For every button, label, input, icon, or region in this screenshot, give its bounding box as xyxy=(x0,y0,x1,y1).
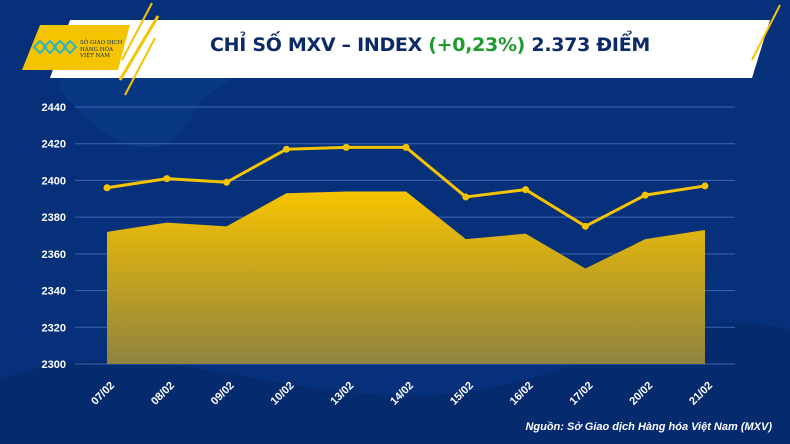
data-point xyxy=(103,184,111,192)
title-text: CHỈ SỐ MXV – INDEX xyxy=(210,34,429,56)
x-tick-label: 15/02 xyxy=(448,380,476,408)
x-tick-label: 21/02 xyxy=(687,380,715,408)
change-percent: (+0,23%) xyxy=(428,34,526,56)
logo-line: HÀNG HÓA xyxy=(80,46,113,53)
logo-icon xyxy=(32,39,78,55)
y-tick-label: 2340 xyxy=(42,286,66,298)
x-tick-label: 14/02 xyxy=(388,380,416,408)
x-tick-label: 17/02 xyxy=(568,380,596,408)
data-point xyxy=(163,175,171,183)
data-point xyxy=(223,178,231,186)
y-tick-label: 2420 xyxy=(42,139,66,151)
data-point xyxy=(282,145,290,153)
y-tick-label: 2300 xyxy=(42,359,66,371)
y-tick-label: 2320 xyxy=(42,322,66,334)
index-value: 2.373 ĐIỂM xyxy=(525,34,650,56)
logo-line: SỞ GIAO DỊCH xyxy=(80,40,123,46)
chart-title: CHỈ SỐ MXV – INDEX (+0,23%) 2.373 ĐIỂM xyxy=(150,34,710,56)
x-tick-label: 08/02 xyxy=(149,380,177,408)
x-tick-label: 13/02 xyxy=(328,380,356,408)
area-series xyxy=(107,191,705,364)
data-point xyxy=(342,143,350,151)
data-point xyxy=(581,222,589,230)
data-point xyxy=(701,182,709,190)
title-banner xyxy=(50,20,770,78)
source-note: Nguồn: Sở Giao dịch Hàng hóa Việt Nam (M… xyxy=(525,421,772,433)
decor-wave xyxy=(0,322,790,444)
data-point xyxy=(641,191,649,199)
logo-line: VIỆT NAM xyxy=(80,53,110,59)
y-tick-label: 2400 xyxy=(42,175,66,187)
x-tick-label: 16/02 xyxy=(508,380,536,408)
logo-text: SỞ GIAO DỊCH HÀNG HÓA VIỆT NAM xyxy=(80,40,122,60)
decor-wave xyxy=(60,60,260,148)
x-tick-label: 20/02 xyxy=(627,380,655,408)
x-tick-label: 10/02 xyxy=(269,380,297,408)
x-tick-label: 09/02 xyxy=(209,380,237,408)
data-point xyxy=(402,143,410,151)
x-tick-label: 07/02 xyxy=(89,380,117,408)
y-tick-label: 2360 xyxy=(42,249,66,261)
y-tick-label: 2440 xyxy=(42,102,66,114)
y-tick-label: 2380 xyxy=(42,212,66,224)
data-point xyxy=(522,186,530,194)
data-point xyxy=(462,193,470,201)
